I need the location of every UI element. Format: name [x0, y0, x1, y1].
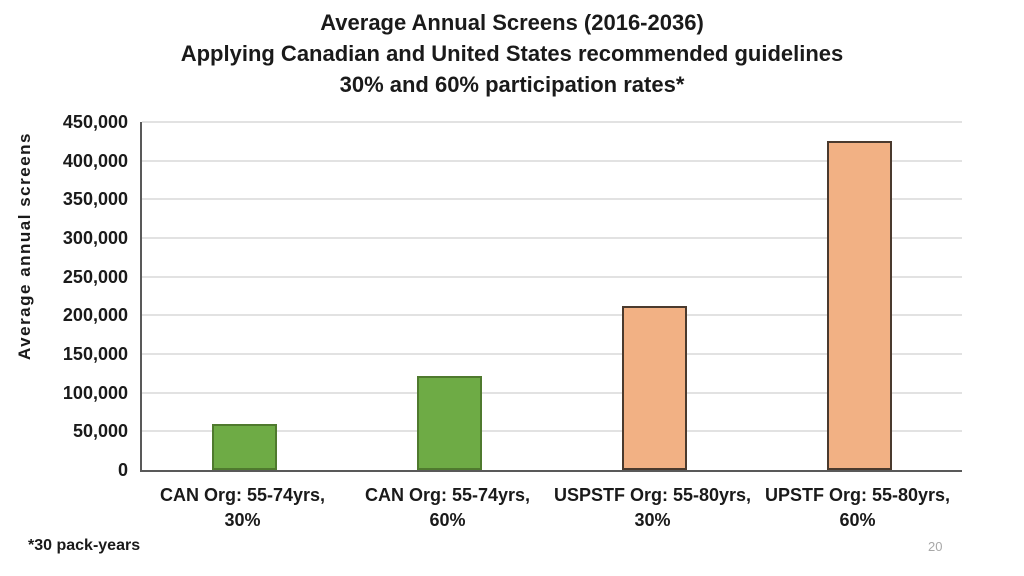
chart-title-line-1: Average Annual Screens (2016-2036) — [320, 10, 704, 35]
x-category-label-2: CAN Org: 55-74yrs, 60% — [343, 483, 553, 533]
y-tick-label: 100,000 — [62, 382, 128, 403]
plot-area — [140, 121, 962, 472]
bar-1 — [212, 423, 277, 470]
y-tick-label: 450,000 — [62, 112, 128, 132]
gridline — [142, 314, 962, 317]
chart-title-line-3: 30% and 60% participation rates* — [339, 72, 685, 97]
footnote: *30 pack-years — [28, 537, 141, 554]
y-tick-label: 350,000 — [62, 189, 128, 210]
y-tick-label: 400,000 — [62, 150, 128, 171]
x-category-label-line: USPSTF Org: 55-80yrs, — [553, 485, 752, 505]
gridline — [142, 391, 962, 394]
gridline — [142, 121, 962, 123]
y-tick-label: 50,000 — [72, 421, 128, 442]
x-category-label-line: 60% — [429, 510, 466, 530]
y-tick-label: 300,000 — [62, 228, 128, 248]
gridline — [142, 237, 962, 239]
gridline — [142, 430, 962, 433]
gridline — [142, 275, 962, 278]
y-tick-label: 250,000 — [62, 266, 128, 287]
bar-2 — [417, 375, 482, 470]
x-category-label-3: USPSTF Org: 55-80yrs, 30% — [548, 483, 758, 533]
x-category-label-line: 30% — [224, 510, 261, 530]
chart-title: Average Annual Screens (2016-2036) Apply… — [0, 7, 1024, 100]
page-number: 20 — [928, 539, 943, 554]
y-tick-label: 0 — [117, 460, 128, 480]
bar-4 — [827, 141, 892, 470]
y-tick-label: 200,000 — [62, 305, 128, 326]
x-category-label-line: CAN Org: 55-74yrs, — [364, 485, 531, 505]
x-category-label-line: UPSTF Org: 55-80yrs, — [764, 485, 951, 505]
x-category-label-4: UPSTF Org: 55-80yrs, 60% — [753, 483, 963, 533]
gridline — [142, 159, 962, 162]
gridline — [142, 353, 962, 355]
x-category-label-line: 60% — [839, 510, 876, 530]
x-category-label-1: CAN Org: 55-74yrs, 30% — [138, 483, 348, 533]
x-category-label-line: CAN Org: 55-74yrs, — [159, 485, 326, 505]
chart-title-line-2: Applying Canadian and United States reco… — [180, 41, 844, 66]
gridline — [142, 198, 962, 201]
bar-3 — [622, 306, 687, 470]
y-tick-label: 150,000 — [62, 344, 128, 364]
x-category-label-line: 30% — [634, 510, 671, 530]
